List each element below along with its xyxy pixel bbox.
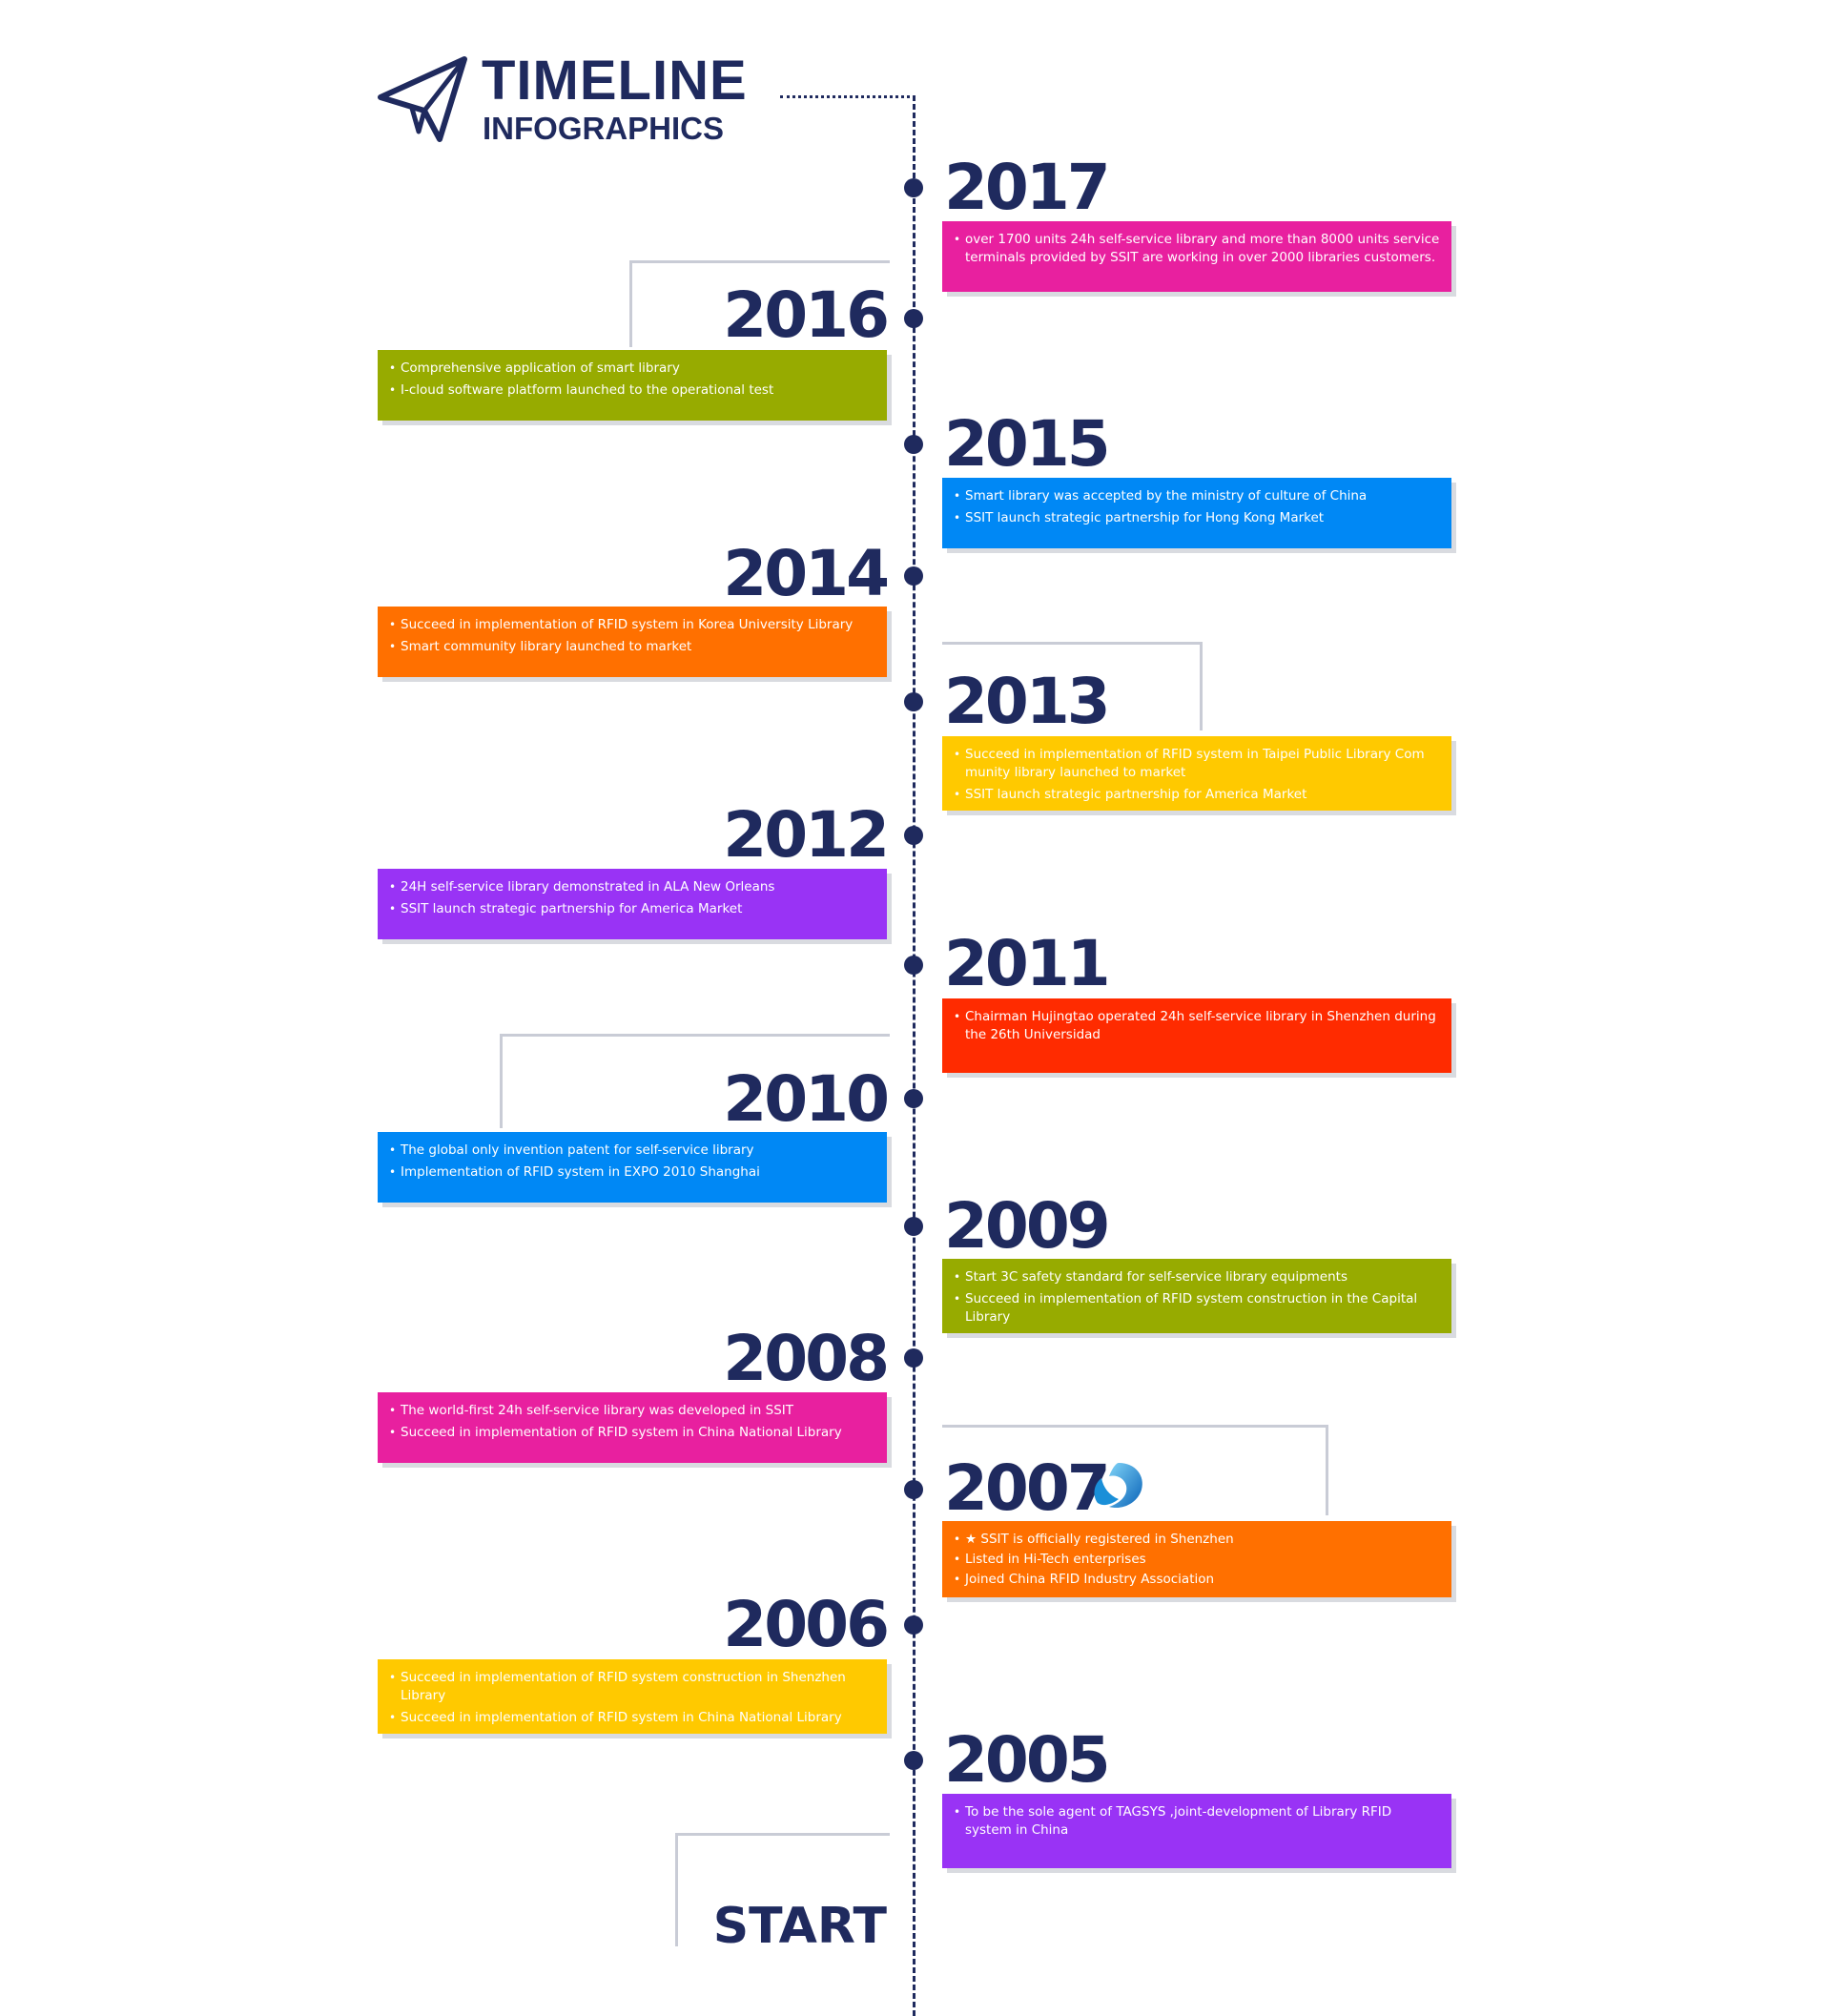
entry-card-2011: Chairman Hujingtao operated 24h self-ser… bbox=[942, 998, 1451, 1073]
timeline-dot bbox=[904, 692, 923, 711]
entry-item: Succeed in implementation of RFID system… bbox=[954, 1290, 1440, 1327]
timeline-dot bbox=[904, 1480, 923, 1499]
entry-item: Succeed in implementation of RFID system… bbox=[389, 1424, 875, 1442]
entry-card-2005: To be the sole agent of TAGSYS ,joint-de… bbox=[942, 1794, 1451, 1868]
year-label: 2005 bbox=[944, 1723, 1111, 1797]
year-label: 2008 bbox=[723, 1322, 890, 1395]
entry-item: 24H self-service library demonstrated in… bbox=[389, 878, 875, 896]
entry-item: SSIT launch strategic partnership for Am… bbox=[954, 786, 1440, 804]
year-label: 2009 bbox=[944, 1189, 1111, 1263]
entry-item: The global only invention patent for sel… bbox=[389, 1142, 875, 1160]
year-label: 2010 bbox=[723, 1062, 890, 1136]
year-label: 2013 bbox=[944, 665, 1111, 738]
entry-card-2006: Succeed in implementation of RFID system… bbox=[378, 1659, 887, 1734]
entry-item: Implementation of RFID system in EXPO 20… bbox=[389, 1163, 875, 1182]
entry-item: Succeed in implementation of RFID system… bbox=[389, 1669, 875, 1705]
company-logo-icon bbox=[1094, 1463, 1142, 1509]
entry-card-2013: Succeed in implementation of RFID system… bbox=[942, 736, 1451, 811]
entry-card-2012: 24H self-service library demonstrated in… bbox=[378, 869, 887, 939]
entry-card-2015: Smart library was accepted by the minist… bbox=[942, 478, 1451, 548]
connector-bracket bbox=[942, 1425, 1328, 1515]
entry-item: I-cloud software platform launched to th… bbox=[389, 381, 875, 400]
entry-item: The world-first 24h self-service library… bbox=[389, 1402, 875, 1420]
timeline-dot bbox=[904, 1615, 923, 1635]
connector-bracket bbox=[942, 642, 1203, 730]
connector-bracket bbox=[500, 1034, 890, 1128]
header-connector bbox=[780, 95, 916, 98]
entry-item: Joined China RFID Industry Association bbox=[954, 1571, 1440, 1589]
entry-card-2010: The global only invention patent for sel… bbox=[378, 1132, 887, 1203]
timeline-dot bbox=[904, 826, 923, 845]
timeline-dot bbox=[904, 566, 923, 586]
entry-card-2009: Start 3C safety standard for self-servic… bbox=[942, 1259, 1451, 1333]
start-label: START bbox=[712, 1898, 887, 1955]
timeline-dot bbox=[904, 1751, 923, 1770]
entry-item: Smart library was accepted by the minist… bbox=[954, 487, 1440, 505]
entry-item: SSIT launch strategic partnership for Ho… bbox=[954, 509, 1440, 527]
timeline-dot bbox=[904, 1348, 923, 1368]
page-title: TIMELINE bbox=[482, 50, 748, 112]
timeline-dot bbox=[904, 309, 923, 328]
year-label: 2016 bbox=[723, 278, 890, 352]
timeline-axis bbox=[913, 95, 916, 2016]
page-subtitle: INFOGRAPHICS bbox=[483, 111, 725, 146]
year-label: 2011 bbox=[944, 927, 1111, 1000]
entry-card-2014: Succeed in implementation of RFID system… bbox=[378, 607, 887, 677]
entry-item: To be the sole agent of TAGSYS ,joint-de… bbox=[954, 1803, 1440, 1840]
year-label: 2017 bbox=[944, 151, 1111, 224]
entry-card-2017: over 1700 units 24h self-service library… bbox=[942, 221, 1451, 292]
year-label: 2007 bbox=[944, 1451, 1111, 1525]
entry-item: over 1700 units 24h self-service library… bbox=[954, 231, 1440, 267]
paper-plane-icon bbox=[378, 56, 467, 142]
entry-item: Succeed in implementation of RFID system… bbox=[954, 746, 1440, 782]
connector-bracket bbox=[629, 260, 890, 347]
entry-item: Comprehensive application of smart libra… bbox=[389, 360, 875, 378]
timeline-dot bbox=[904, 435, 923, 454]
entry-item: SSIT launch strategic partnership for Am… bbox=[389, 900, 875, 918]
entry-item: ★ SSIT is officially registered in Shenz… bbox=[954, 1531, 1440, 1549]
connector-bracket bbox=[675, 1833, 890, 1946]
entry-card-2007: ★ SSIT is officially registered in Shenz… bbox=[942, 1521, 1451, 1597]
entry-item: Succeed in implementation of RFID system… bbox=[389, 616, 875, 634]
year-label: 2012 bbox=[723, 798, 890, 872]
entry-card-2008: The world-first 24h self-service library… bbox=[378, 1392, 887, 1463]
year-label: 2006 bbox=[723, 1588, 890, 1661]
entry-item: Chairman Hujingtao operated 24h self-ser… bbox=[954, 1008, 1440, 1044]
entry-card-2016: Comprehensive application of smart libra… bbox=[378, 350, 887, 421]
entry-item: Succeed in implementation of RFID system… bbox=[389, 1709, 875, 1727]
entry-item: Listed in Hi-Tech enterprises bbox=[954, 1551, 1440, 1569]
timeline-dot bbox=[904, 1217, 923, 1236]
timeline-dot bbox=[904, 178, 923, 197]
year-label: 2014 bbox=[723, 537, 890, 610]
timeline-dot bbox=[904, 956, 923, 975]
entry-item: Smart community library launched to mark… bbox=[389, 638, 875, 656]
timeline-dot bbox=[904, 1089, 923, 1108]
entry-item: Start 3C safety standard for self-servic… bbox=[954, 1268, 1440, 1286]
year-label: 2015 bbox=[944, 407, 1111, 481]
